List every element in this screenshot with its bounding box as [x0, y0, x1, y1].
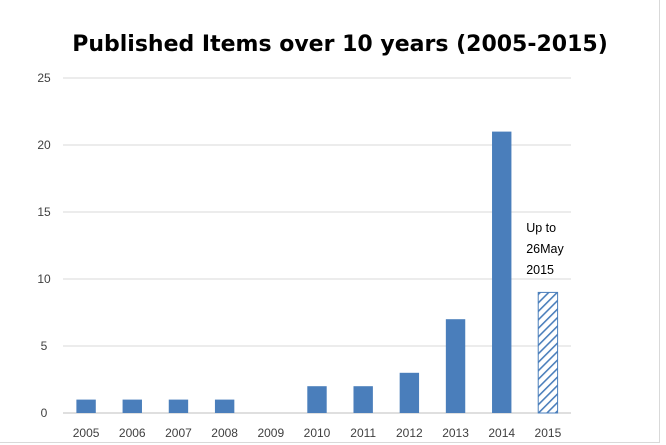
x-tick-label: 2005: [73, 426, 100, 440]
x-axis-tick-labels: 2005 2006 2007 2008 2009 2010 2011 2012 2013 2014…: [73, 426, 562, 440]
bar-2015: [537, 291, 559, 414]
bar-2007: [168, 399, 189, 413]
gridlines: [63, 77, 571, 414]
x-tick-label: 2009: [257, 426, 284, 440]
bar-2013: [445, 319, 466, 413]
annotation-line: 26May: [526, 242, 564, 256]
y-tick-label: 25: [37, 71, 51, 85]
x-tick-label: 2014: [488, 426, 515, 440]
x-tick-label: 2010: [304, 426, 331, 440]
y-tick-label: 10: [37, 272, 51, 286]
y-axis-tick-labels: 0 5 10 15 20 25: [37, 71, 51, 420]
annotation-line: Up to: [526, 221, 556, 235]
bar-2014: [492, 131, 512, 413]
y-tick-label: 20: [37, 138, 51, 152]
x-tick-label: 2013: [442, 426, 469, 440]
x-tick-label: 2012: [396, 426, 423, 440]
bar-2008: [214, 399, 235, 413]
x-tick-label: 2008: [211, 426, 238, 440]
bar-2011: [353, 386, 373, 413]
chart-title: Published Items over 10 years (2005-2015…: [72, 32, 608, 57]
y-tick-label: 5: [41, 339, 48, 353]
x-tick-label: 2007: [165, 426, 192, 440]
y-tick-label: 0: [41, 406, 48, 420]
bar-2005: [76, 399, 96, 413]
x-tick-label: 2011: [350, 426, 376, 440]
y-tick-label: 15: [37, 205, 51, 219]
x-tick-label: 2006: [119, 426, 146, 440]
bar-2012: [399, 372, 420, 413]
annotation-line: 2015: [526, 263, 554, 277]
bar-2006: [122, 399, 142, 413]
bar-2010: [307, 386, 327, 413]
annotation: Up to 26May 2015: [526, 221, 564, 277]
x-tick-label: 2015: [535, 426, 562, 440]
bars: [76, 131, 559, 414]
